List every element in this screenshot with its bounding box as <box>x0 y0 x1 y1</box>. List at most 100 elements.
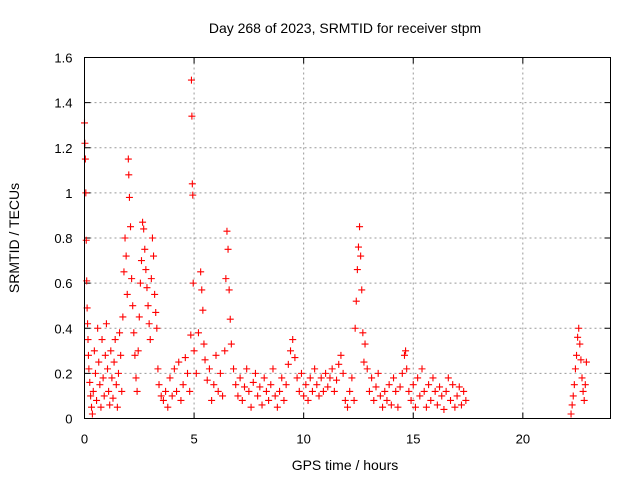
data-point <box>431 387 439 395</box>
data-point <box>315 392 323 400</box>
data-point <box>99 374 107 382</box>
data-point <box>198 286 206 294</box>
data-point <box>127 223 135 231</box>
data-point <box>580 396 588 404</box>
data-point <box>409 381 417 389</box>
x-tick-label: 15 <box>406 432 420 447</box>
data-point <box>360 358 368 366</box>
data-point <box>225 286 233 294</box>
data-point <box>142 266 150 274</box>
data-point <box>91 369 99 377</box>
data-point <box>118 387 126 395</box>
data-point <box>379 403 387 411</box>
y-axis-label: SRMTID / TECUs <box>6 183 22 293</box>
data-point <box>223 227 231 235</box>
data-point <box>254 392 262 400</box>
data-point <box>190 347 198 355</box>
data-point <box>232 381 240 389</box>
x-tick-label: 20 <box>516 432 530 447</box>
data-point <box>374 369 382 377</box>
data-point <box>433 401 441 409</box>
data-point <box>221 347 229 355</box>
data-point <box>403 365 411 373</box>
data-point <box>245 387 253 395</box>
data-point <box>123 290 131 298</box>
axis-ticks: 0 0.2 0.4 0.6 0.8 1 1.2 1.4 1.6 0 5 10 15 20 <box>54 51 611 447</box>
data-point <box>453 392 461 400</box>
data-point <box>350 396 358 404</box>
data-point <box>344 403 351 411</box>
data-point <box>100 392 108 400</box>
data-point <box>269 365 277 373</box>
data-point <box>567 410 575 418</box>
data-point <box>97 403 105 411</box>
data-point <box>304 396 312 404</box>
data-point <box>354 243 362 251</box>
data-point <box>577 356 585 364</box>
data-point <box>84 351 92 359</box>
data-point <box>291 354 299 362</box>
data-point <box>302 381 310 389</box>
data-point <box>346 387 354 395</box>
data-point <box>400 351 408 359</box>
data-point <box>166 374 174 382</box>
data-point <box>289 336 297 344</box>
data-point <box>189 191 197 199</box>
data-point <box>396 383 404 391</box>
data-point <box>394 403 402 411</box>
data-point <box>144 302 152 310</box>
data-point <box>84 320 92 328</box>
data-point <box>128 275 136 283</box>
chart-title: Day 268 of 2023, SRMTID for receiver stp… <box>209 20 481 36</box>
data-point <box>359 329 367 337</box>
data-point <box>324 383 332 391</box>
data-point <box>337 351 345 359</box>
data-point <box>308 387 316 395</box>
data-point <box>101 351 109 359</box>
data-point <box>256 383 264 391</box>
data-point <box>121 234 129 242</box>
data-point <box>392 387 400 395</box>
data-point <box>335 360 343 368</box>
data-point <box>387 401 395 409</box>
data-point <box>125 171 133 179</box>
data-point <box>140 225 148 233</box>
data-point <box>282 381 290 389</box>
data-point <box>147 275 155 283</box>
data-point <box>317 374 325 382</box>
data-point <box>385 381 393 389</box>
data-point <box>440 405 448 413</box>
data-point <box>258 401 266 409</box>
y-tick-label: 1 <box>65 186 72 201</box>
data-point <box>208 396 216 404</box>
data-point <box>363 365 371 373</box>
y-tick-label: 0.6 <box>54 276 72 291</box>
data-point <box>234 392 242 400</box>
data-point <box>105 387 113 395</box>
data-point <box>416 392 424 400</box>
data-point <box>247 403 255 411</box>
data-point <box>319 387 327 395</box>
data-point <box>260 374 268 382</box>
data-point <box>462 396 470 404</box>
data-point <box>86 378 94 386</box>
data-point <box>95 358 103 366</box>
grid-lines <box>84 57 611 419</box>
data-point <box>390 374 398 382</box>
data-point <box>328 365 336 373</box>
data-point <box>267 381 275 389</box>
data-point <box>330 387 338 395</box>
data-point <box>87 392 95 400</box>
data-point <box>365 387 373 395</box>
data-point <box>197 268 205 276</box>
data-point <box>200 340 208 348</box>
data-point <box>407 396 415 404</box>
data-point <box>262 387 270 395</box>
data-point <box>457 401 465 409</box>
data-point <box>372 383 380 391</box>
data-point <box>168 392 176 400</box>
data-point <box>429 374 437 382</box>
data-point <box>170 365 178 373</box>
data-point <box>205 365 213 373</box>
